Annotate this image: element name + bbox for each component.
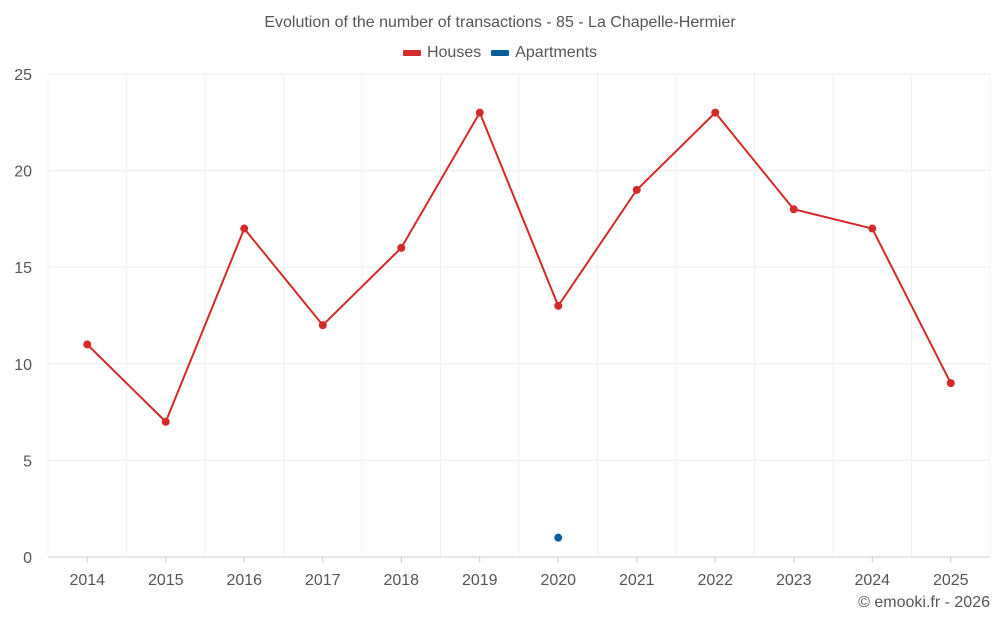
legend-swatch-houses	[402, 50, 421, 56]
y-tick-label-5: 5	[23, 453, 32, 470]
x-tick-label-2023: 2023	[776, 572, 812, 589]
legend-item-apartments[interactable]: Apartments	[491, 44, 597, 62]
data-point-houses-2024[interactable]	[868, 224, 877, 233]
y-tick-label-0: 0	[23, 550, 32, 567]
legend-item-houses[interactable]: Houses	[402, 44, 482, 62]
x-tick-label-2021: 2021	[619, 572, 655, 589]
data-point-houses-2017[interactable]	[318, 321, 327, 330]
data-point-houses-2018[interactable]	[397, 243, 406, 252]
y-tick-label-10: 10	[14, 357, 32, 374]
legend-label-houses: Houses	[426, 44, 482, 61]
legend: Houses Apartments	[0, 44, 1000, 62]
x-tick-label-2018: 2018	[383, 572, 419, 589]
legend-swatch-apartments	[491, 50, 510, 56]
y-tick-label-25: 25	[14, 67, 32, 84]
data-point-houses-2022[interactable]	[711, 108, 720, 117]
credit-text: © emooki.fr - 2026	[858, 594, 990, 611]
x-tick-label-2016: 2016	[226, 572, 262, 589]
series-line-houses	[86, 111, 952, 423]
data-point-houses-2023[interactable]	[789, 205, 798, 214]
x-tick-label-2019: 2019	[462, 572, 498, 589]
x-tick-label-2015: 2015	[148, 572, 184, 589]
legend-label-apartments: Apartments	[515, 44, 598, 61]
x-tick-label-2017: 2017	[305, 572, 341, 589]
x-tick-label-2025: 2025	[933, 572, 969, 589]
data-point-houses-2025[interactable]	[946, 379, 955, 388]
data-point-houses-2014[interactable]	[83, 340, 92, 349]
data-point-houses-2020[interactable]	[554, 301, 563, 310]
x-tick-label-2014: 2014	[69, 572, 105, 589]
data-point-houses-2016[interactable]	[240, 224, 249, 233]
x-tick-label-2022: 2022	[697, 572, 733, 589]
data-point-houses-2019[interactable]	[475, 108, 484, 117]
x-tick-label-2020: 2020	[540, 572, 576, 589]
y-tick-label-20: 20	[14, 164, 32, 181]
chart-title: Evolution of the number of transactions …	[264, 14, 736, 31]
data-point-apartments-2020[interactable]	[554, 533, 563, 542]
data-point-houses-2021[interactable]	[632, 185, 641, 194]
y-tick-label-15: 15	[14, 260, 32, 277]
x-tick-label-2024: 2024	[854, 572, 890, 589]
data-point-houses-2015[interactable]	[161, 417, 170, 426]
